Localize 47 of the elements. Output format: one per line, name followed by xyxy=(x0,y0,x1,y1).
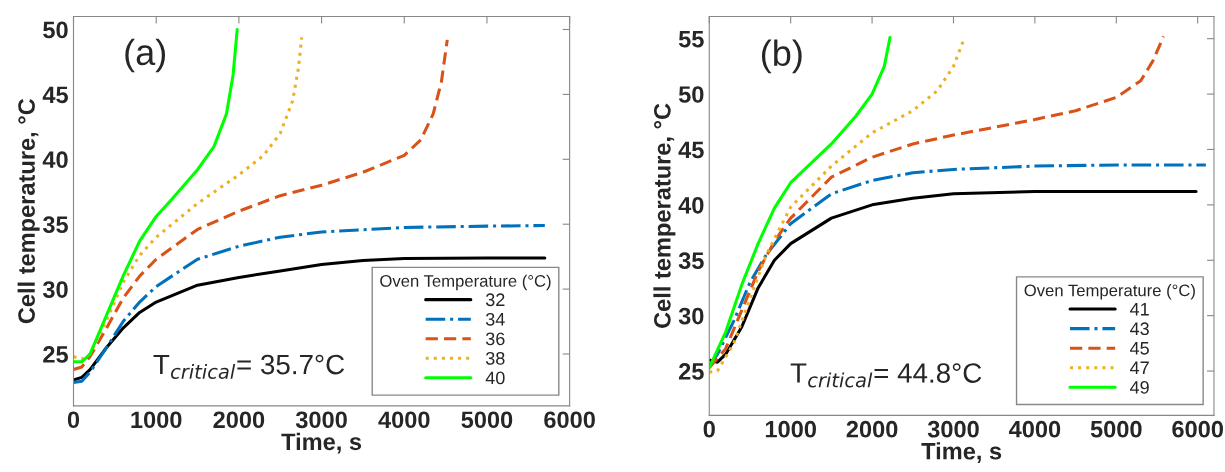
legend-title: Oven Temperature (°C) xyxy=(380,274,551,291)
x-tick-label: 6000 xyxy=(544,411,595,429)
legend-label: 32 xyxy=(485,293,505,307)
legend-label: 47 xyxy=(1130,361,1149,375)
y-tick-label: 50 xyxy=(43,21,68,39)
y-axis-title: Cell temperature, °C xyxy=(17,98,40,324)
x-tick-label: 5000 xyxy=(461,411,513,429)
legend-label: 36 xyxy=(485,332,505,346)
y-tick-label: 30 xyxy=(42,281,68,298)
x-tick-label: 4000 xyxy=(1008,420,1061,438)
x-tick-label: 6000 xyxy=(1172,420,1223,438)
x-tick-label: 0 xyxy=(703,420,715,438)
legend-label: 49 xyxy=(1130,380,1149,394)
y-tick-label: 45 xyxy=(42,86,68,104)
annotation: (a) xyxy=(125,38,165,73)
y-tick-label: 25 xyxy=(43,346,68,363)
x-tick-label: 3000 xyxy=(295,411,347,429)
y-tick-label: 30 xyxy=(678,307,704,325)
x-tick-label: 1000 xyxy=(131,411,182,429)
x-axis-title: Time, s xyxy=(281,432,362,454)
y-tick-label: 35 xyxy=(42,216,68,234)
x-tick-label: 5000 xyxy=(1090,420,1142,438)
legend-label: 40 xyxy=(485,371,505,385)
y-axis-title: Cell temperature, °C xyxy=(653,103,676,328)
legend-label: 45 xyxy=(1130,342,1149,355)
x-tick-label: 2000 xyxy=(846,420,898,438)
legend-label: 34 xyxy=(485,312,505,326)
y-tick-label: 45 xyxy=(678,141,704,159)
x-axis-title: Time, s xyxy=(921,442,1002,463)
y-tick-label: 35 xyxy=(678,252,704,270)
x-tick-label: 4000 xyxy=(378,411,430,429)
x-tick-label: 2000 xyxy=(213,411,265,429)
annotation: T$_{critical}$= 44.8°C xyxy=(790,363,982,388)
x-tick-label: 0 xyxy=(67,411,80,429)
legend-label: 43 xyxy=(1130,322,1149,336)
legend-label: 41 xyxy=(1130,302,1149,316)
y-tick-label: 25 xyxy=(678,363,704,380)
annotation: T$_{critical}$= 35.7°C xyxy=(153,354,345,379)
y-tick-label: 50 xyxy=(678,86,704,103)
x-tick-label: 3000 xyxy=(927,420,979,438)
x-tick-label: 1000 xyxy=(765,420,816,438)
legend-title: Oven Temperature (°C) xyxy=(1024,284,1195,300)
y-tick-label: 40 xyxy=(678,196,704,214)
y-tick-label: 55 xyxy=(678,30,704,48)
legend-label: 38 xyxy=(485,351,505,365)
y-tick-label: 40 xyxy=(42,151,68,169)
annotation: (b) xyxy=(761,39,802,74)
